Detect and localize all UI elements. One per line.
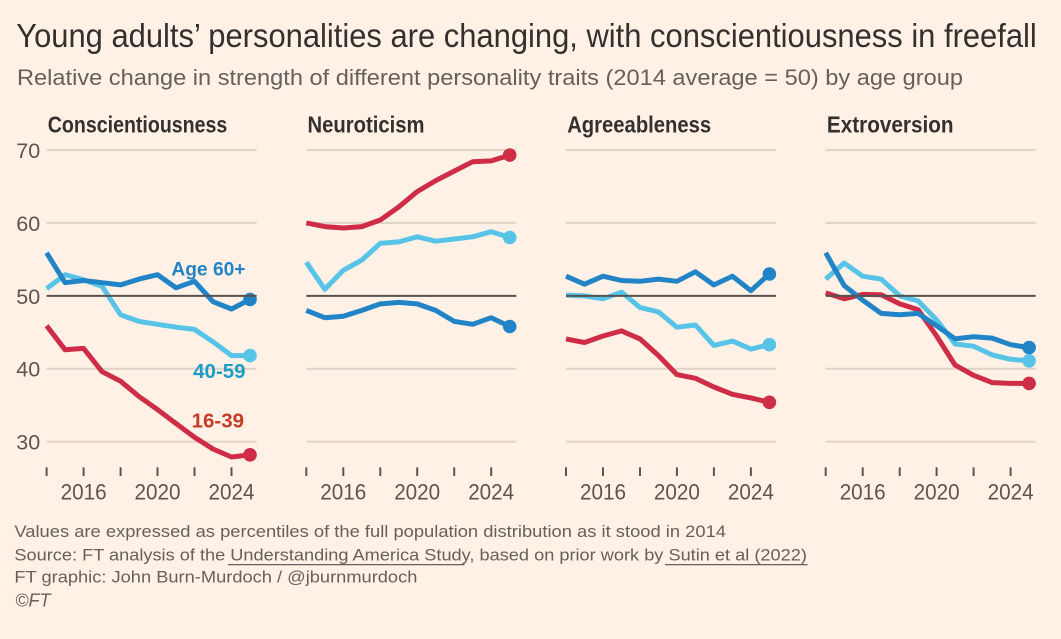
svg-text:50: 50 (16, 285, 40, 309)
svg-text:2024: 2024 (728, 479, 774, 504)
svg-text:40-59: 40-59 (193, 360, 245, 383)
svg-text:70: 70 (16, 139, 40, 163)
svg-text:Extroversion: Extroversion (827, 111, 954, 137)
svg-text:Relative change in strength of: Relative change in strength of different… (17, 65, 963, 90)
svg-text:16-39: 16-39 (192, 409, 244, 432)
svg-text:2020: 2020 (914, 479, 960, 504)
svg-text:Age 60+: Age 60+ (171, 259, 245, 280)
svg-text:FT graphic: John Burn-Murdoch: FT graphic: John Burn-Murdoch / @jburnmu… (14, 568, 417, 587)
svg-text:2016: 2016 (61, 479, 107, 504)
svg-text:2020: 2020 (394, 479, 440, 504)
svg-text:2020: 2020 (135, 479, 181, 504)
svg-text:2024: 2024 (468, 479, 514, 504)
svg-text:30: 30 (16, 431, 40, 455)
svg-text:2016: 2016 (840, 479, 886, 504)
svg-text:Source: FT analysis of the Und: Source: FT analysis of the Understanding… (14, 546, 807, 565)
svg-text:Young adults’ personalities ar: Young adults’ personalities are changing… (16, 17, 1037, 54)
svg-text:2020: 2020 (654, 479, 700, 504)
svg-text:2016: 2016 (320, 479, 366, 504)
svg-text:40: 40 (16, 358, 40, 382)
svg-text:Values are expressed as percen: Values are expressed as percentiles of t… (14, 522, 726, 541)
svg-text:2016: 2016 (580, 479, 626, 504)
svg-text:2024: 2024 (209, 479, 255, 504)
svg-text:Neuroticism: Neuroticism (308, 111, 425, 137)
svg-text:2024: 2024 (988, 479, 1034, 504)
svg-text:Agreeableness: Agreeableness (567, 111, 711, 137)
svg-text:60: 60 (16, 212, 40, 236)
svg-text:Conscientiousness: Conscientiousness (48, 111, 228, 137)
svg-text:©FT: ©FT (15, 591, 52, 611)
